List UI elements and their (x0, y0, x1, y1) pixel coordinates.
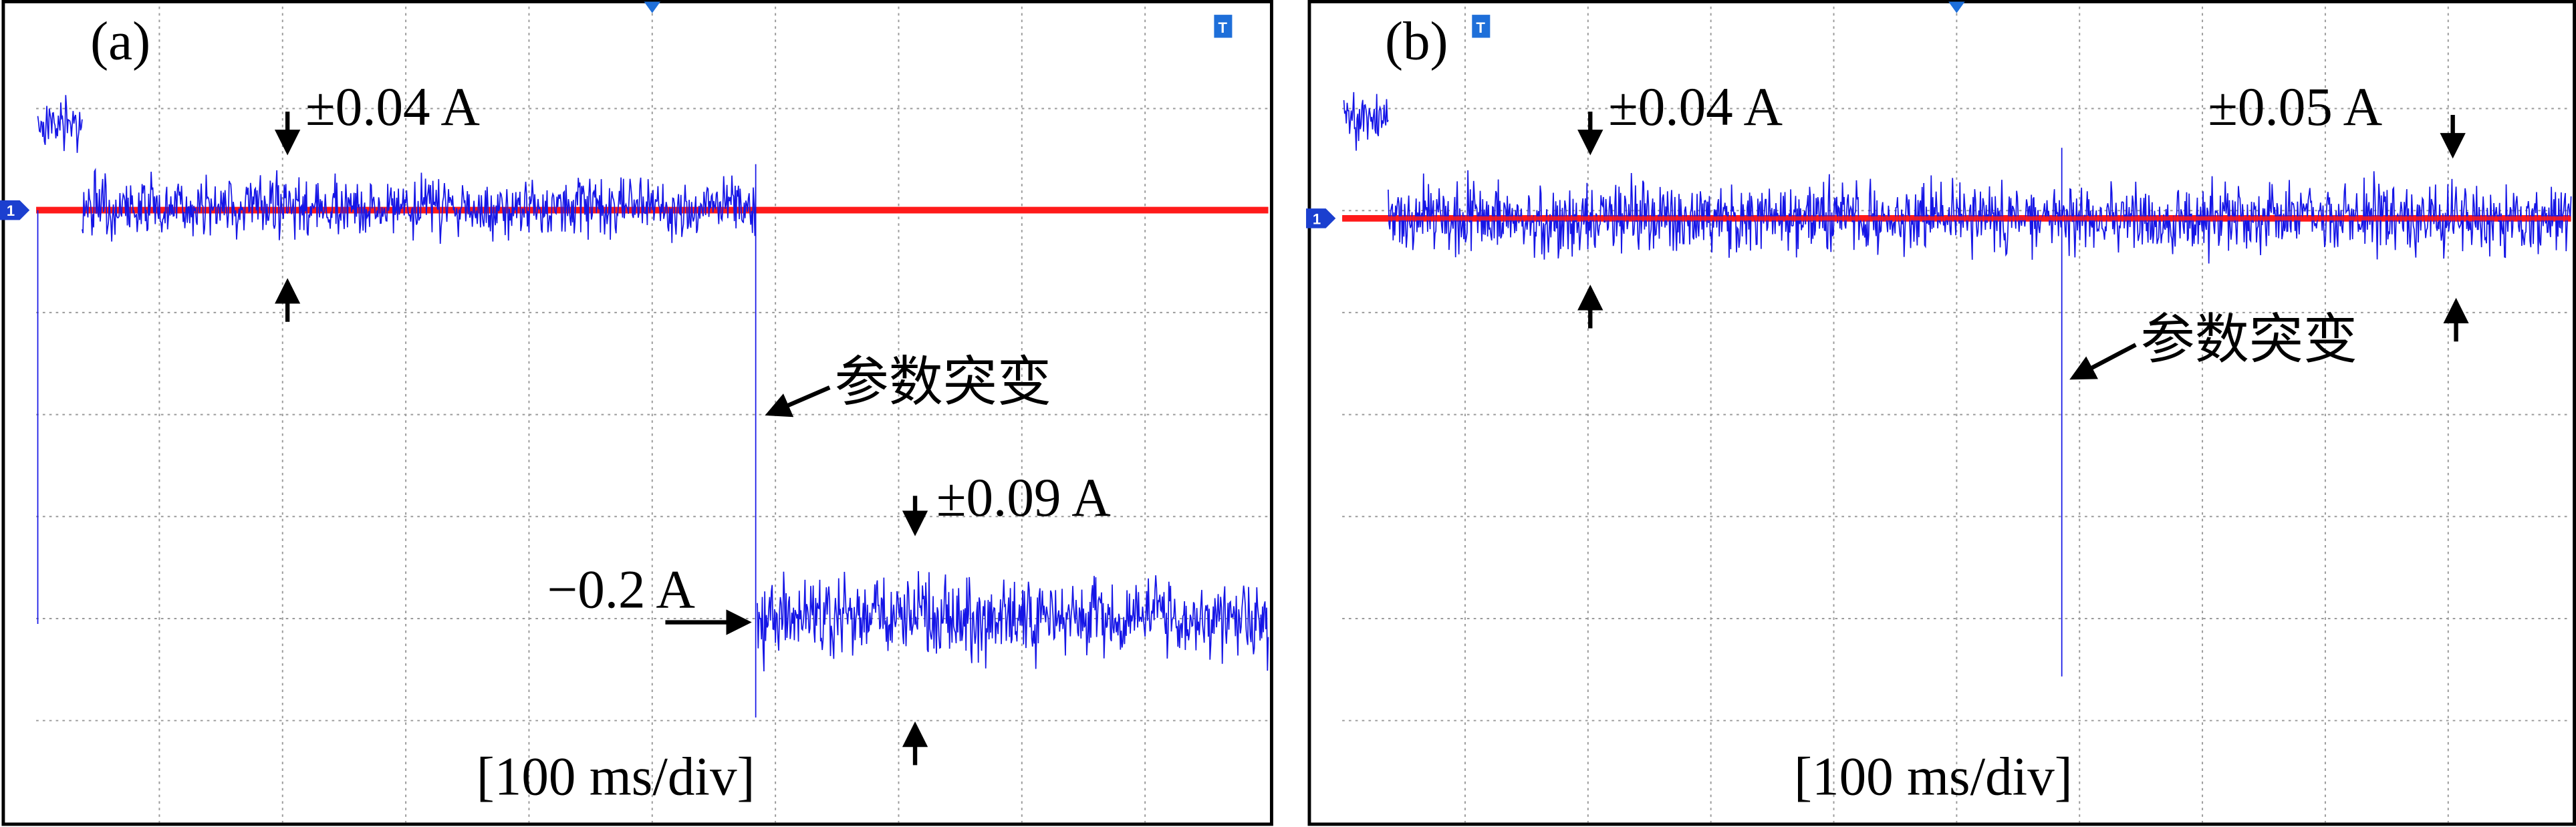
trigger-flag (1472, 15, 1491, 38)
trace (82, 168, 757, 244)
frame (1, 0, 1273, 826)
timebase: [100 ms/div] (1794, 747, 2073, 807)
annotation: ±0.09 A (936, 468, 1111, 528)
panel-label: (b) (1385, 11, 1448, 71)
trigger-marker (1948, 1, 1965, 13)
arrow (765, 385, 831, 418)
channel-marker (1306, 208, 1336, 228)
annotation: ±0.05 A (2208, 77, 2382, 137)
annotation: ±0.04 A (1608, 77, 1783, 137)
panel-b: 1T (1306, 0, 2576, 826)
arrow (2069, 343, 2137, 380)
annotation: 参数突变 (2141, 310, 2357, 370)
trigger-marker (644, 1, 661, 13)
arrows (274, 112, 2469, 766)
annotation: ±0.04 A (305, 77, 480, 137)
channel-label: 1 (1313, 210, 1321, 227)
trace (1343, 92, 1389, 151)
trace (757, 571, 1269, 672)
trace (37, 95, 83, 153)
timebase: [100 ms/div] (477, 747, 755, 807)
trigger-flag (1214, 15, 1233, 38)
panel-label: (a) (90, 11, 150, 71)
annotation: −0.2 A (547, 559, 694, 619)
channel-label: 1 (7, 202, 15, 219)
frame (1307, 0, 2576, 826)
trigger-label: T (1218, 19, 1228, 36)
panel-a: 1T (0, 0, 1273, 826)
trigger-label: T (1476, 19, 1485, 36)
annotation: 参数突变 (835, 353, 1051, 413)
channel-marker (0, 200, 30, 220)
